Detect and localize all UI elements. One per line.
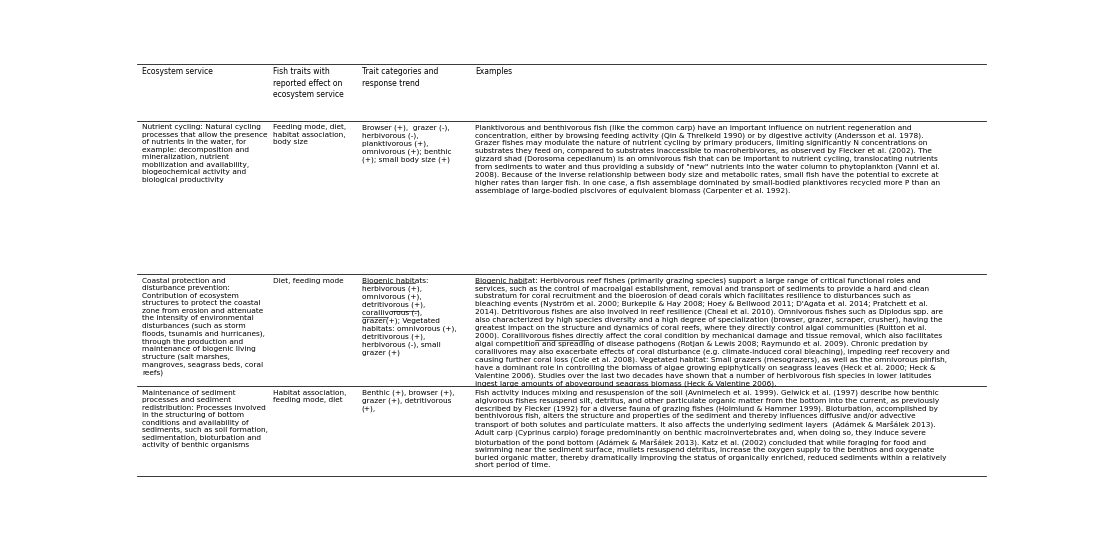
Text: Trait categories and
response trend: Trait categories and response trend (361, 67, 438, 88)
Text: Ecosystem service: Ecosystem service (142, 67, 214, 77)
Text: Fish traits with
reported effect on
ecosystem service: Fish traits with reported effect on ecos… (273, 67, 344, 98)
Text: Planktivorous and benthivorous fish (like the common carp) have an important inf: Planktivorous and benthivorous fish (lik… (475, 124, 941, 194)
Text: Biogenic habitat: Herbivorous reef fishes (primarily grazing species) support a : Biogenic habitat: Herbivorous reef fishe… (475, 278, 950, 387)
Text: Examples: Examples (475, 67, 512, 77)
Text: Maintenance of sediment
processes and sediment
redistribution: Processes involve: Maintenance of sediment processes and se… (142, 389, 268, 448)
Text: Biogenic habitats:
herbivorous (+),
omnivorous (+),
detritivorous (+),
corallivo: Biogenic habitats: herbivorous (+), omni… (361, 278, 457, 356)
Text: Coastal protection and
disturbance prevention:
Contribution of ecosystem
structu: Coastal protection and disturbance preve… (142, 278, 265, 376)
Text: Diet, feeding mode: Diet, feeding mode (273, 278, 343, 284)
Text: Feeding mode, diet,
habitat association,
body size: Feeding mode, diet, habitat association,… (273, 124, 346, 146)
Text: Fish activity induces mixing and resuspension of the soil (Avnimelech et al. 199: Fish activity induces mixing and resuspe… (475, 389, 947, 468)
Text: Benthic (+), browser (+),
grazer (+), detritivorous
(+),: Benthic (+), browser (+), grazer (+), de… (361, 389, 454, 412)
Text: Habitat association,
feeding mode, diet: Habitat association, feeding mode, diet (273, 389, 346, 403)
Text: Browser (+),  grazer (-),
herbivorous (-),
planktivorous (+),
omnivorous (+); be: Browser (+), grazer (-), herbivorous (-)… (361, 124, 451, 163)
Text: Nutrient cycling: Natural cycling
processes that allow the presence
of nutrients: Nutrient cycling: Natural cycling proces… (142, 124, 268, 183)
